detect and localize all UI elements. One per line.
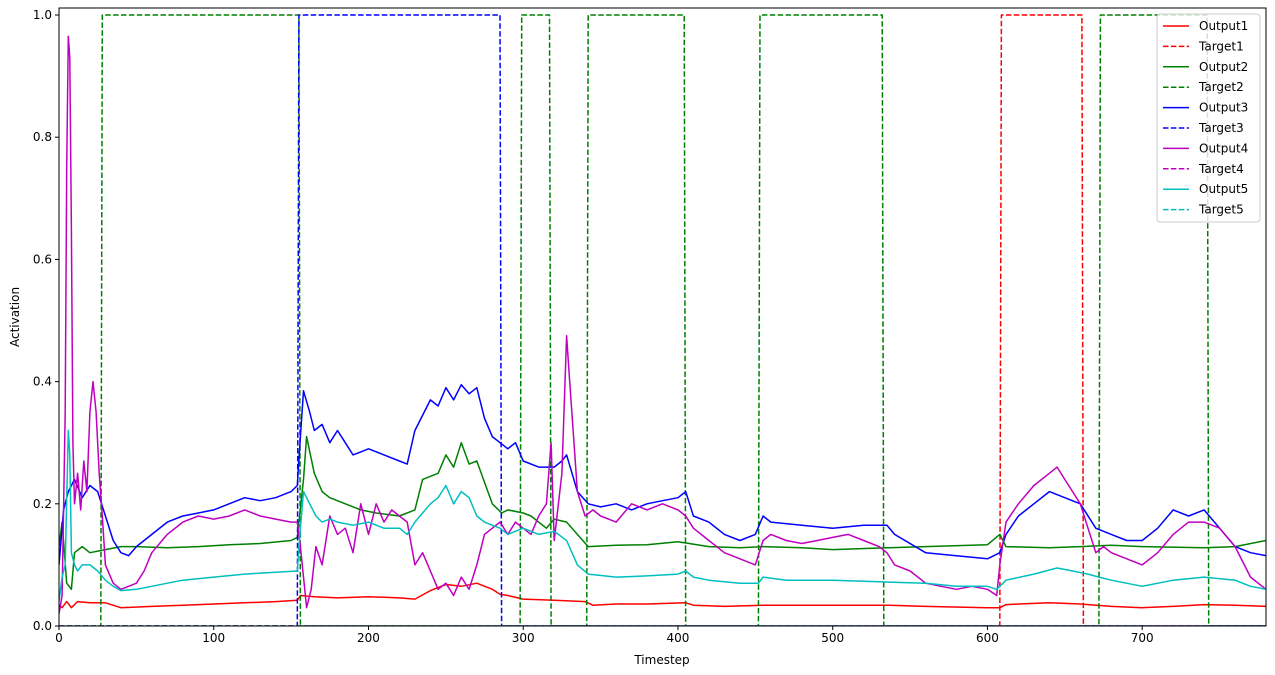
y-tick-label: 0.8 [33,130,52,144]
x-tick-label: 700 [1131,631,1154,645]
series-line-output3 [59,383,1266,565]
series-line-output1 [59,582,1266,609]
y-tick-label: 0.6 [33,252,52,266]
legend-label-target5: Target5 [1198,203,1244,217]
x-axis-label: Timestep [633,653,689,667]
y-axis-label: Activation [8,287,22,347]
legend-label-target2: Target2 [1198,80,1244,94]
series-line-output2 [59,435,1266,591]
x-tick-label: 300 [512,631,535,645]
legend-label-output1: Output1 [1199,19,1248,33]
series-line-target1 [59,14,1266,626]
x-tick-label: 0 [55,631,63,645]
legend-label-target4: Target4 [1198,162,1244,176]
y-tick-label: 1.0 [33,8,52,22]
x-tick-label: 500 [821,631,844,645]
legend-label-output4: Output4 [1199,141,1248,155]
series-line-output5 [59,429,1266,602]
x-tick-label: 100 [202,631,225,645]
legend-label-target3: Target3 [1198,121,1244,135]
plot-frame [58,7,1267,627]
legend-label-output2: Output2 [1199,60,1248,74]
x-tick-label: 400 [667,631,690,645]
series-line-target2 [59,14,1266,626]
legend-label-output3: Output3 [1199,101,1248,115]
legend-box [1156,13,1261,223]
series-layer [59,14,1266,626]
y-axis: 0.0 0.2 0.4 0.6 0.8 1.0 [33,8,59,633]
legend: Output1 Target1 Output2 Target2 Output3 Targe… [1156,13,1261,223]
y-tick-label: 0.0 [33,619,52,633]
legend-label-target1: Target1 [1198,39,1244,53]
series-line-output4 [59,35,1266,614]
y-tick-label: 0.2 [33,497,52,511]
x-tick-label: 200 [357,631,380,645]
series-line-target3 [59,14,1266,626]
x-axis: 0 100 200 300 400 500 600 700 [55,626,1154,645]
legend-label-output5: Output5 [1199,182,1248,196]
y-tick-label: 0.4 [33,375,52,389]
x-tick-label: 600 [976,631,999,645]
